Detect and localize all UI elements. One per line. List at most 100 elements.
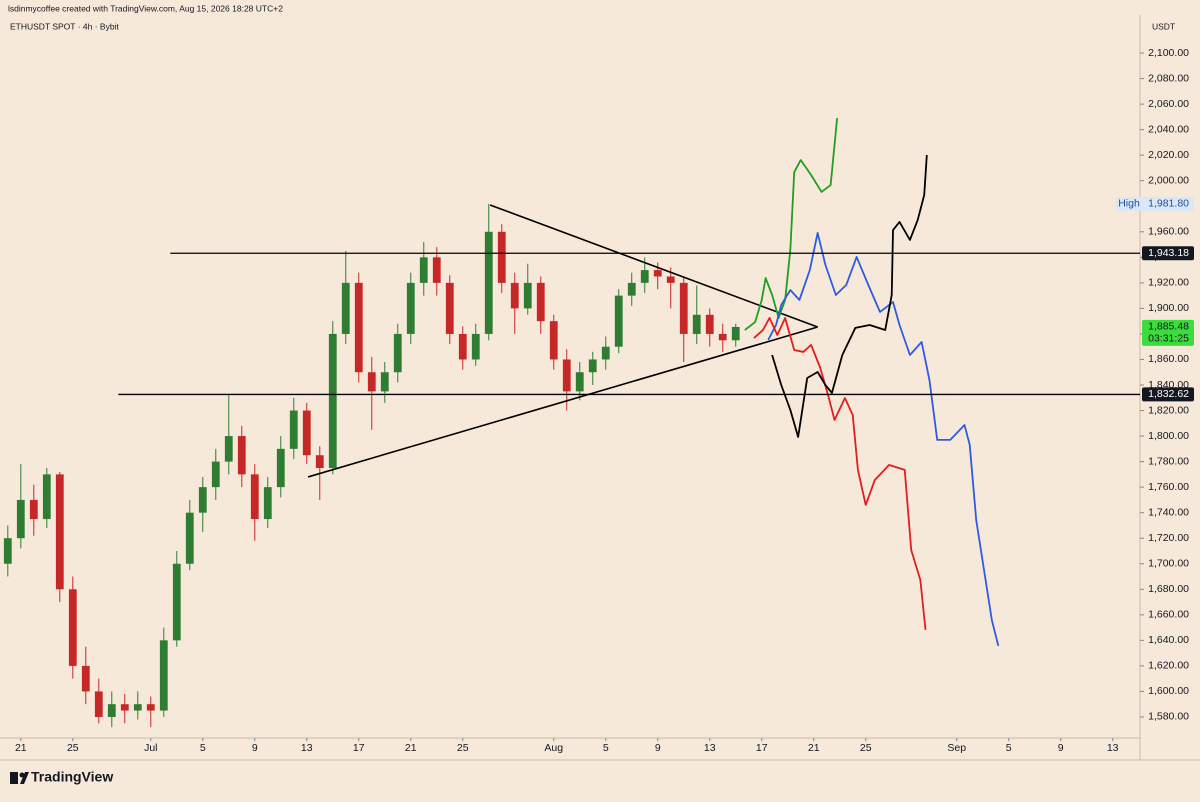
candle-body <box>94 691 103 717</box>
candle-body <box>107 704 116 717</box>
price-label-box <box>1142 387 1194 402</box>
y-tick-label: 1,960.00 <box>1148 226 1189 238</box>
candle-body <box>159 640 168 711</box>
y-tick-label: 2,000.00 <box>1148 175 1189 187</box>
candle-body <box>445 282 454 334</box>
candle-body <box>276 448 285 488</box>
x-tick-label: Sep <box>947 742 966 754</box>
x-tick-label: 9 <box>655 742 661 754</box>
candle-body <box>185 512 194 564</box>
x-tick-label: 13 <box>301 742 313 754</box>
candle-body <box>42 474 51 520</box>
y-tick-label: 1,660.00 <box>1148 609 1189 621</box>
candle-body <box>640 270 649 283</box>
last-price-box <box>1142 319 1194 346</box>
y-tick-label: 1,680.00 <box>1148 583 1189 595</box>
candle-body <box>315 455 324 468</box>
candle-body <box>198 487 207 513</box>
x-tick-label: 21 <box>808 742 820 754</box>
header: lsdinmycoffee created with TradingView.c… <box>8 3 283 13</box>
candle-body <box>120 704 129 711</box>
y-tick-label: 1,620.00 <box>1148 660 1189 672</box>
y-tick-label: 1,760.00 <box>1148 481 1189 493</box>
candle-body <box>250 474 259 520</box>
candle-body <box>237 436 246 475</box>
currency: USDT <box>1152 21 1175 31</box>
candle-body <box>458 333 467 360</box>
x-tick-label: 17 <box>756 742 768 754</box>
x-tick-label: 9 <box>252 742 258 754</box>
candle-body <box>666 276 675 283</box>
candle-body <box>510 282 519 309</box>
price-label: 1,832.62 <box>1148 388 1189 400</box>
y-tick-label: 1,920.00 <box>1148 277 1189 289</box>
candle-body <box>328 333 337 468</box>
candle-body <box>263 487 272 520</box>
projection <box>744 117 839 331</box>
candle-body <box>302 410 311 456</box>
candle-body <box>705 314 714 334</box>
x-tick-label: 5 <box>200 742 206 754</box>
candle-body <box>562 359 571 392</box>
y-tick-label: 1,860.00 <box>1148 353 1189 365</box>
candle-body <box>653 270 662 277</box>
candle-body <box>224 436 233 462</box>
high-label: 1,981.80 <box>1148 198 1189 210</box>
candle-body <box>3 538 12 564</box>
last-price: 1,885.48 <box>1148 321 1189 333</box>
candle-body <box>497 231 506 283</box>
candle-body <box>393 333 402 373</box>
candle-body <box>341 282 350 334</box>
x-tick-label: 5 <box>1006 742 1012 754</box>
candle-body <box>614 295 623 347</box>
y-tick-label: 1,640.00 <box>1148 634 1189 646</box>
x-tick-label: 5 <box>603 742 609 754</box>
candle-body <box>471 333 480 360</box>
candle-body <box>367 372 376 392</box>
symbol: ETHUSDT SPOT · 4h · Bybit <box>10 21 119 31</box>
candle-body <box>432 257 441 283</box>
x-tick-label: 17 <box>353 742 365 754</box>
y-tick-label: 1,900.00 <box>1148 302 1189 314</box>
x-tick-label: 13 <box>704 742 716 754</box>
y-tick-label: 2,100.00 <box>1148 47 1189 59</box>
x-tick-label: Jul <box>144 742 157 754</box>
y-tick-label: 1,700.00 <box>1148 558 1189 570</box>
x-tick-label: 25 <box>860 742 872 754</box>
countdown: 03:31:25 <box>1148 333 1189 345</box>
high-tag: High <box>1118 198 1140 210</box>
candle-body <box>380 372 389 392</box>
candle-body <box>679 282 688 334</box>
candle-body <box>211 461 220 488</box>
candle-body <box>692 314 701 334</box>
high-tag-box <box>1116 196 1142 211</box>
y-tick-label: 1,600.00 <box>1148 685 1189 697</box>
candle-body <box>16 499 25 539</box>
candle-body <box>289 410 298 449</box>
y-tick-label: 2,020.00 <box>1148 149 1189 161</box>
candle-body <box>354 282 363 373</box>
price-label: 1,943.18 <box>1148 247 1189 259</box>
x-tick-label: 25 <box>457 742 469 754</box>
candle-body <box>419 257 428 283</box>
candle-body <box>68 589 77 666</box>
y-tick-label: 1,720.00 <box>1148 532 1189 544</box>
x-tick-label: 25 <box>67 742 79 754</box>
y-tick-label: 1,580.00 <box>1148 711 1189 723</box>
candle-body <box>601 346 610 360</box>
x-tick-label: 21 <box>405 742 417 754</box>
candle-body <box>731 326 740 341</box>
candle-body <box>588 359 597 373</box>
candle-body <box>523 282 532 309</box>
x-tick-label: 9 <box>1058 742 1064 754</box>
candle-body <box>718 333 727 341</box>
candle-body <box>172 563 181 641</box>
candle-body <box>29 499 38 520</box>
high-label-box <box>1142 196 1194 211</box>
y-tick-label: 2,040.00 <box>1148 123 1189 135</box>
price-label-box <box>1142 246 1194 261</box>
x-tick-label: Aug <box>544 742 563 754</box>
trend-line <box>489 204 818 328</box>
